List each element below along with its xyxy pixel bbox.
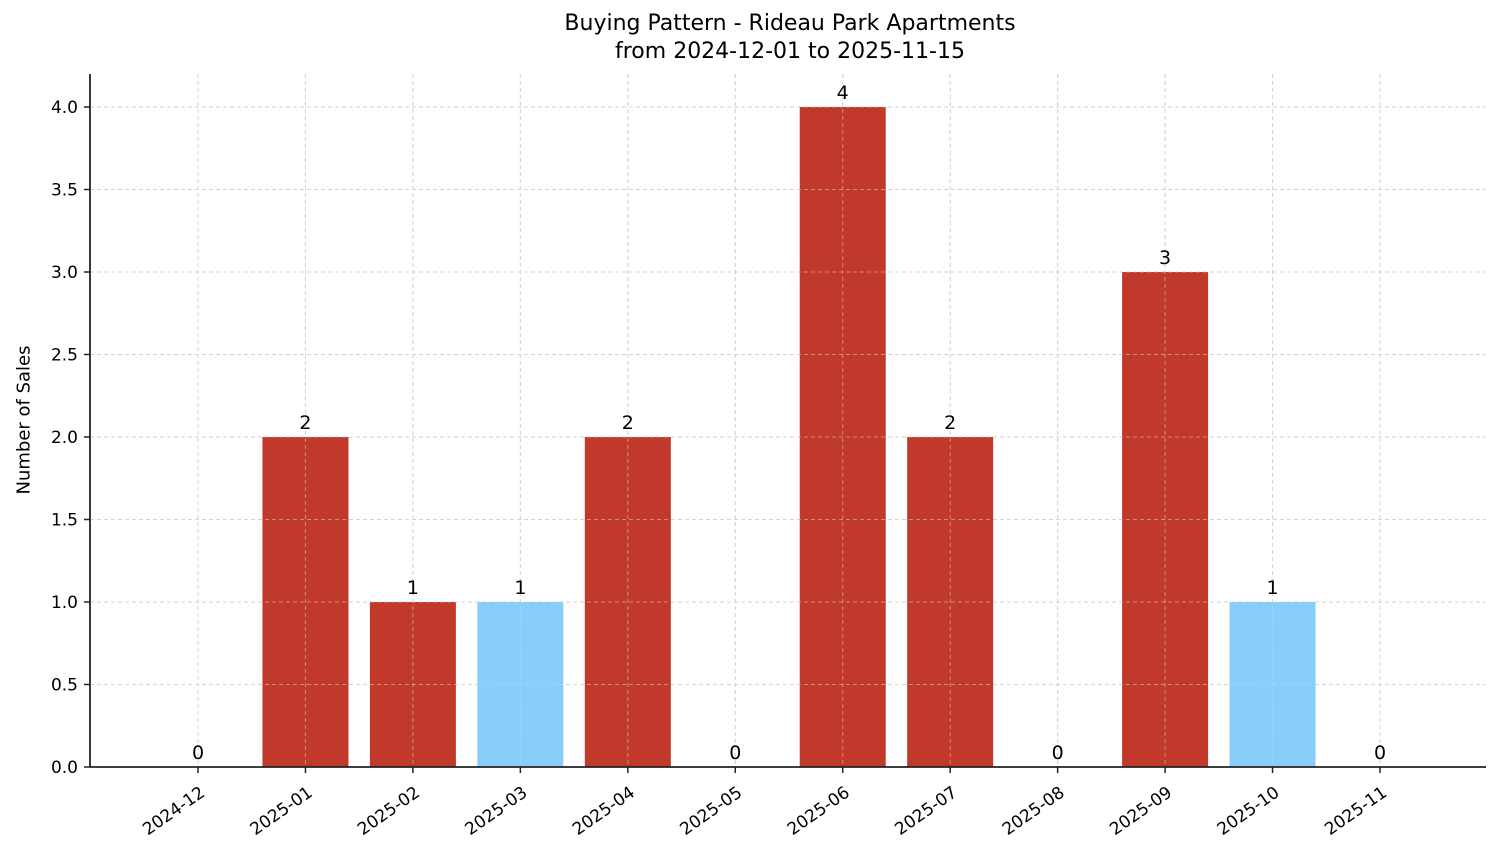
y-tick-label: 1.5 (51, 511, 78, 531)
y-tick-label: 3.0 (51, 263, 78, 283)
data-label-2025-11: 0 (1374, 742, 1386, 764)
data-label-2025-09: 3 (1159, 247, 1171, 269)
y-tick-label: 0.5 (51, 676, 78, 696)
data-label-2025-02: 1 (407, 577, 419, 599)
x-tick-label: 2025-01 (247, 783, 317, 840)
x-tick-label: 2025-05 (676, 783, 746, 840)
data-labels: 0 2 1 1 2 0 4 2 0 3 1 0 (192, 82, 1386, 764)
data-label-2025-01: 2 (299, 412, 311, 434)
data-label-2025-05: 0 (729, 742, 741, 764)
data-label-2025-07: 2 (944, 412, 956, 434)
data-label-2025-10: 1 (1266, 577, 1278, 599)
grid-overlay (90, 74, 1486, 768)
x-tick-label: 2025-06 (784, 783, 854, 840)
y-tick-label: 4.0 (51, 98, 78, 118)
y-tick-label: 2.0 (51, 428, 78, 448)
chart-subtitle: from 2024-12-01 to 2025-11-15 (615, 39, 965, 64)
x-tick-label: 2025-07 (891, 783, 961, 840)
x-tick-label: 2024-12 (139, 783, 209, 840)
data-label-2025-08: 0 (1052, 742, 1064, 764)
data-label-2025-06: 4 (837, 82, 849, 104)
y-tick-label: 3.5 (51, 181, 78, 201)
data-label-2025-03: 1 (514, 577, 526, 599)
x-tick-label: 2025-03 (462, 783, 532, 840)
x-tick-label: 2025-10 (1214, 783, 1284, 840)
data-label-2025-04: 2 (622, 412, 634, 434)
y-tick-label: 2.5 (51, 346, 78, 366)
data-label-2024-12: 0 (192, 742, 204, 764)
chart-title-line1: Buying Pattern - Rideau Park Apartments (564, 11, 1016, 36)
x-tick-label: 2025-04 (569, 783, 639, 840)
y-tick-label: 0.0 (51, 758, 78, 778)
chart-title: Buying Pattern - Rideau Park Apartments … (0, 10, 1501, 66)
y-tick-label: 1.0 (51, 593, 78, 613)
x-tick-label: 2025-08 (999, 783, 1069, 840)
x-tick-label: 2025-11 (1321, 783, 1391, 840)
x-tick-label: 2025-02 (354, 783, 424, 840)
x-tick-label: 2025-09 (1106, 783, 1176, 840)
